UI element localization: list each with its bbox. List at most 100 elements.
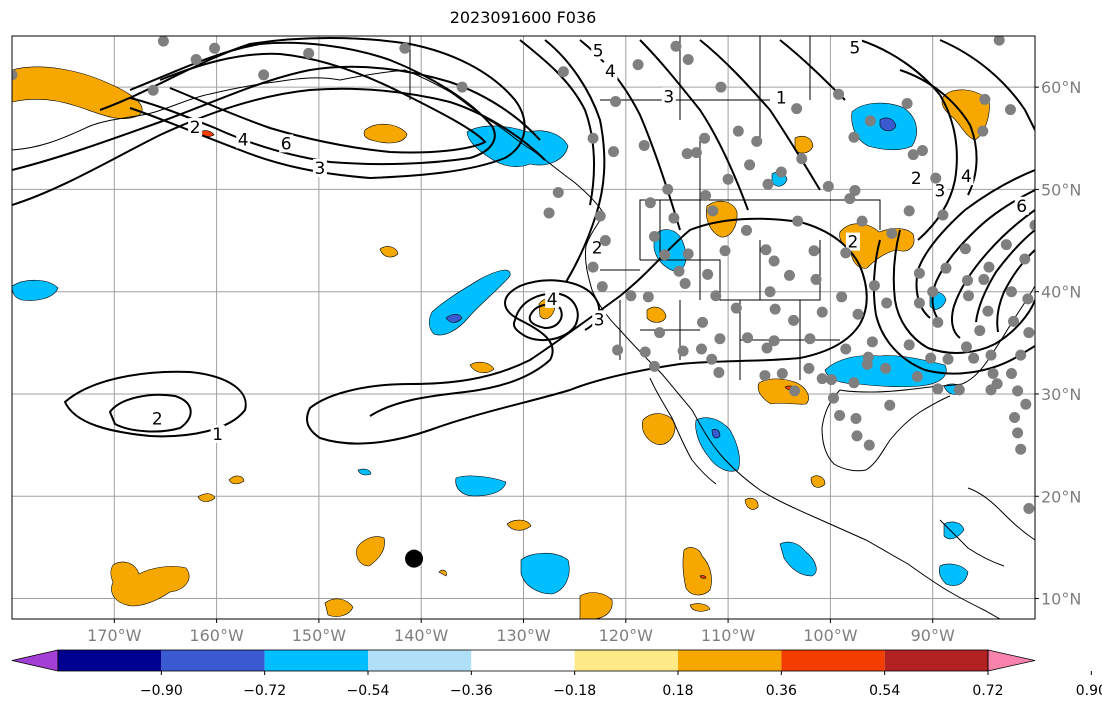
station-dot <box>673 265 685 277</box>
station-dot <box>644 197 656 209</box>
station-dot <box>632 59 644 71</box>
contour-label-bg-4 <box>150 409 165 428</box>
station-dot <box>732 125 744 137</box>
colorbar-tick-label-4: −0.18 <box>553 683 596 699</box>
station-dot <box>991 378 1003 390</box>
station-dot <box>612 344 624 356</box>
station-dot <box>960 341 972 353</box>
station-dot <box>993 36 1005 46</box>
contour-label-bg-17 <box>1014 196 1029 215</box>
station-dot <box>696 343 708 355</box>
station-dot <box>642 291 654 303</box>
station-dot <box>543 207 555 219</box>
contour-label-bg-18 <box>845 232 860 251</box>
contour-label-bg-0 <box>188 118 203 137</box>
colorbar-tick-label-1: −0.72 <box>243 683 286 699</box>
station-dot <box>768 255 780 267</box>
colorbar <box>11 649 1036 672</box>
station-dot <box>861 358 873 370</box>
station-dot <box>884 399 896 411</box>
station-dot <box>977 125 989 137</box>
station-dot <box>190 54 202 66</box>
station-dot <box>792 215 804 227</box>
contour-label-bg-3 <box>312 158 327 177</box>
lat-tick-label-1: 20°N <box>1041 487 1081 506</box>
station-dot <box>776 368 788 380</box>
colorbar-segment-8 <box>884 650 988 671</box>
station-dot <box>399 42 411 54</box>
station-dot <box>1008 315 1020 327</box>
station-dot <box>608 146 620 158</box>
contour-label-bg-13 <box>847 38 862 57</box>
station-dot <box>639 346 651 358</box>
contour-label-12: 1 <box>776 88 787 108</box>
contour-label-4: 2 <box>152 410 163 430</box>
station-dot <box>916 145 928 157</box>
typhoon-center-marker <box>405 549 424 568</box>
station-dot <box>742 332 754 344</box>
contour-label-bg-16 <box>959 167 974 186</box>
contour-label-bg-1 <box>236 130 251 149</box>
station-dot <box>925 352 937 364</box>
lat-tick-label-0: 10°N <box>1041 590 1081 609</box>
station-dot <box>1004 104 1016 116</box>
lon-tick-label-3: 140°W <box>394 626 449 645</box>
station-dot <box>881 297 893 309</box>
station-dot <box>648 360 660 372</box>
contour-label-10: 5 <box>593 41 604 61</box>
colorbar-segment-3 <box>368 650 472 671</box>
contour-label-11: 3 <box>663 87 674 107</box>
station-dot <box>913 297 925 309</box>
station-dot <box>978 273 990 285</box>
station-dot <box>783 269 795 281</box>
station-dot <box>844 193 856 205</box>
station-dot <box>903 339 915 351</box>
station-dot <box>901 98 913 110</box>
station-dot <box>930 172 942 184</box>
station-dot <box>1012 385 1024 397</box>
contour-label-bg-9 <box>603 61 618 80</box>
station-dot <box>953 384 965 396</box>
station-dot <box>825 374 837 386</box>
station-dot <box>610 95 622 107</box>
station-dot <box>791 103 803 115</box>
station-dot <box>942 353 954 365</box>
colorbar-tick-label-9: 0.90 <box>1076 683 1102 699</box>
lon-tick-label-1: 160°W <box>189 626 244 645</box>
contour-label-13: 5 <box>850 38 861 58</box>
station-dot <box>599 235 611 247</box>
station-dot <box>769 303 781 315</box>
contour-label-7: 4 <box>547 290 558 310</box>
station-dot <box>911 371 923 383</box>
station-dot <box>864 115 876 127</box>
station-dot <box>722 173 734 185</box>
station-dot <box>668 212 680 224</box>
station-dot <box>557 66 569 78</box>
station-dot <box>1015 443 1027 455</box>
station-dot <box>1005 368 1017 380</box>
station-dot <box>587 261 599 273</box>
station-dot <box>147 84 159 96</box>
station-dot <box>760 244 772 256</box>
lon-tick-label-4: 130°W <box>496 626 551 645</box>
station-dot <box>707 205 719 217</box>
station-dot <box>816 306 828 318</box>
colorbar-extend-high <box>987 649 1036 672</box>
latitude-tick-labels: 10°N 20°N 30°N 40°N 50°N 60°N <box>1035 78 1081 609</box>
station-dot <box>796 153 808 165</box>
station-dot <box>789 385 801 397</box>
station-dot <box>1019 253 1031 265</box>
station-dot <box>974 325 986 337</box>
station-dot <box>850 413 862 425</box>
station-dot <box>710 290 722 302</box>
station-dot <box>1000 239 1012 251</box>
station-dot <box>987 368 999 380</box>
lat-tick-label-2: 30°N <box>1041 385 1081 404</box>
colorbar-segment-2 <box>264 650 368 671</box>
station-dot <box>677 345 689 357</box>
colorbar-tick-label-3: −0.36 <box>450 683 493 699</box>
station-dot <box>730 302 742 314</box>
station-dot <box>768 335 780 347</box>
contour-label-bg-12 <box>774 88 789 107</box>
